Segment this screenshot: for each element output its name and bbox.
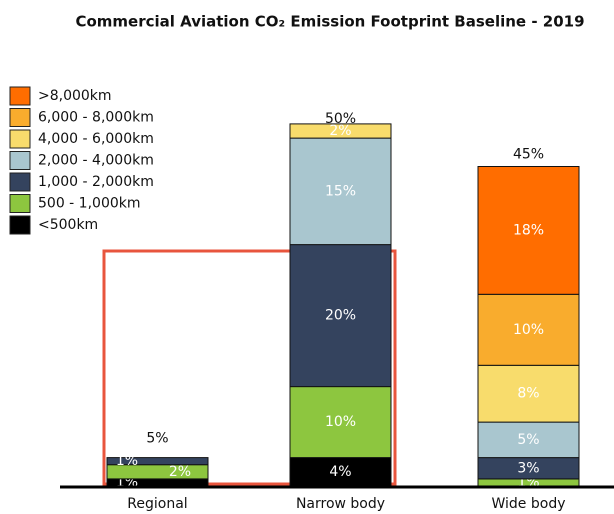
legend-swatch (9, 194, 31, 213)
bar-segment (477, 293, 580, 366)
total-label: 45% (513, 147, 544, 163)
segment-label: 2% (329, 123, 351, 139)
x-tick-label: Wide body (492, 496, 566, 512)
x-tick-label: Narrow body (296, 496, 385, 512)
segment-label: 1% (116, 453, 138, 469)
segment-label: 15% (325, 183, 356, 199)
total-label: 5% (146, 431, 168, 447)
legend-label: 1,000 - 2,000km (38, 174, 154, 190)
segment-label: 10% (513, 322, 544, 338)
legend-label: >8,000km (38, 88, 112, 104)
segment-label: 18% (513, 222, 544, 238)
chart-title: Commercial Aviation CO₂ Emission Footpri… (75, 13, 584, 31)
bar-segment (477, 166, 580, 295)
legend-swatch (9, 86, 31, 106)
legend-swatch (9, 151, 31, 170)
total-label: 50% (325, 111, 356, 127)
highlight-box (102, 249, 397, 486)
bar-segment (289, 123, 392, 139)
legend-label: <500km (38, 217, 98, 233)
bar-segment (477, 421, 580, 459)
segment-label: 20% (325, 308, 356, 324)
segment-label: 5% (517, 432, 539, 448)
legend-label: 500 - 1,000km (38, 196, 141, 212)
segment-label: 2% (169, 464, 191, 480)
legend-swatch (9, 172, 31, 192)
legend-swatch (9, 108, 31, 127)
segment-label: 10% (325, 414, 356, 430)
x-tick-label: Regional (127, 496, 187, 512)
segment-label: 8% (517, 386, 539, 402)
legend-label: 6,000 - 8,000km (38, 110, 154, 126)
legend-label: 4,000 - 6,000km (38, 131, 154, 147)
legend-label: 2,000 - 4,000km (38, 153, 154, 169)
legend-swatch (9, 215, 31, 235)
bar-segment (106, 457, 209, 466)
segment-label: 4% (329, 464, 351, 480)
segment-label: 3% (517, 460, 539, 476)
legend-swatch (9, 129, 31, 149)
